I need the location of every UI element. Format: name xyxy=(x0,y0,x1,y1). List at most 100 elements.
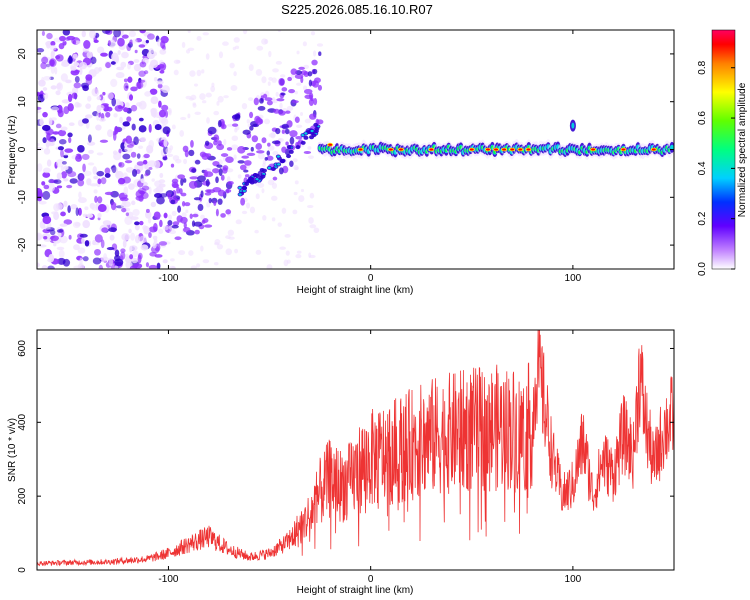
spectrogram-cell xyxy=(266,155,274,161)
spectrogram-cell xyxy=(170,258,175,262)
spectrogram-cell xyxy=(200,245,204,252)
spectrogram-cell xyxy=(309,192,315,199)
spectrogram-cell xyxy=(50,85,57,90)
spectrogram-cell xyxy=(187,30,191,34)
spectrogram-cell xyxy=(42,171,51,178)
spectrogram-cell xyxy=(43,236,48,240)
spectrogram-cell xyxy=(75,154,83,162)
spectrogram-cell xyxy=(223,138,227,146)
spectrogram-cell xyxy=(145,262,150,268)
spectrogram-cell xyxy=(272,68,279,73)
spectrogram-cell xyxy=(218,168,223,176)
spectrogram-cell xyxy=(113,113,118,118)
spectrogram-cell xyxy=(268,50,272,58)
spectrogram-cell xyxy=(37,196,42,202)
spectrogram-cell xyxy=(193,221,203,227)
spectrogram-cell xyxy=(131,200,136,206)
spectrogram-cell xyxy=(182,227,191,233)
spectrogram-cell xyxy=(92,242,100,246)
spectrogram-cell xyxy=(123,78,128,83)
spectrogram-cell xyxy=(292,209,298,215)
spectrogram-cell xyxy=(266,264,273,269)
spectrogram-cell xyxy=(37,106,42,111)
spectrogram-cell xyxy=(231,114,241,120)
spectrogram-cell xyxy=(73,82,82,89)
spectrogram-cell xyxy=(300,111,304,116)
spectrogram-cell xyxy=(225,188,232,193)
colorbar-tick-label: 0.0 xyxy=(697,262,708,276)
spectrogram-cell xyxy=(518,148,523,151)
spectrogram-cell xyxy=(213,261,219,266)
spectrogram-cell xyxy=(261,168,267,173)
spectrogram-cell xyxy=(243,169,249,173)
spectrogram-cell xyxy=(93,39,99,44)
spectrogram-cell xyxy=(262,215,267,221)
colorbar-tick-label: 0.4 xyxy=(697,161,708,175)
spectrogram-cell xyxy=(217,119,222,128)
spectrogram-cell xyxy=(249,125,254,131)
spectrogram-cell xyxy=(132,250,139,258)
spectrogram-cell xyxy=(277,30,282,33)
spectrogram-cell xyxy=(115,71,125,79)
spectrogram-cell xyxy=(184,202,191,207)
spectrogram-cell xyxy=(59,35,66,42)
spectrogram-cell xyxy=(131,123,136,131)
spectrogram-cell xyxy=(227,180,234,186)
spectrogram-cell xyxy=(304,132,308,135)
spectrogram-cell xyxy=(168,214,173,221)
spectrogram-cell xyxy=(85,74,93,81)
spectrogram-cell xyxy=(307,71,313,77)
spectrogram-cell xyxy=(69,178,78,184)
spectrogram-cell xyxy=(276,98,285,102)
spectrogram-cell xyxy=(122,121,130,127)
spectrogram-cell xyxy=(63,178,69,182)
spectrogram-cell xyxy=(204,224,213,228)
spectrogram-cell xyxy=(138,79,146,83)
spectrogram-ytick-label: -10 xyxy=(17,190,28,205)
spectrogram-cell xyxy=(81,153,90,161)
spectrogram-cell xyxy=(261,76,267,84)
spectrogram-cell xyxy=(272,150,279,156)
spectrogram-cell xyxy=(78,207,82,216)
spectrogram-cell xyxy=(192,102,197,106)
spectrogram-cell xyxy=(285,250,290,256)
spectrogram-cell xyxy=(114,249,120,257)
spectrogram-cell xyxy=(283,259,289,267)
spectrogram-cell xyxy=(101,30,111,34)
spectrogram-cell xyxy=(295,135,303,140)
spectrogram-cell xyxy=(118,148,122,154)
spectrogram-cell xyxy=(226,147,233,151)
spectrogram-cell xyxy=(237,160,245,164)
spectrogram-xtick-label: -100 xyxy=(158,273,178,284)
spectrogram-cell xyxy=(275,91,279,97)
spectrogram-cell xyxy=(154,123,162,131)
spectrogram-cell xyxy=(74,101,80,108)
spectrogram-cell xyxy=(81,237,85,245)
spectrogram-cell xyxy=(98,104,105,111)
spectrogram-cell xyxy=(266,150,271,156)
spectrogram-cell xyxy=(200,190,204,198)
spectrogram-cell xyxy=(311,133,317,138)
spectrogram-cell xyxy=(188,180,198,189)
spectrogram-cell xyxy=(124,160,133,164)
spectrogram-cell xyxy=(53,242,57,247)
spectrogram-cell xyxy=(136,161,145,166)
spectrogram-cell xyxy=(156,80,164,85)
snr-ytick-label: 200 xyxy=(17,487,28,504)
spectrogram-cell xyxy=(114,258,124,267)
spectrogram-cell xyxy=(50,40,56,46)
spectrogram-cell xyxy=(115,171,120,176)
spectrogram-cell xyxy=(110,201,117,211)
spectrogram-cell xyxy=(61,171,68,179)
spectrogram-cell xyxy=(238,193,242,196)
spectrogram-cell xyxy=(281,146,287,153)
spectrogram-cell xyxy=(138,125,147,133)
spectrogram-cell xyxy=(142,159,148,165)
spectrogram-cell xyxy=(300,188,305,193)
spectrogram-cell xyxy=(273,108,280,114)
spectrogram-cell xyxy=(138,70,146,77)
colorbar-tick-label: 0.2 xyxy=(697,211,708,225)
spectrogram-cell xyxy=(202,32,210,36)
spectrogram-cell xyxy=(86,178,92,186)
